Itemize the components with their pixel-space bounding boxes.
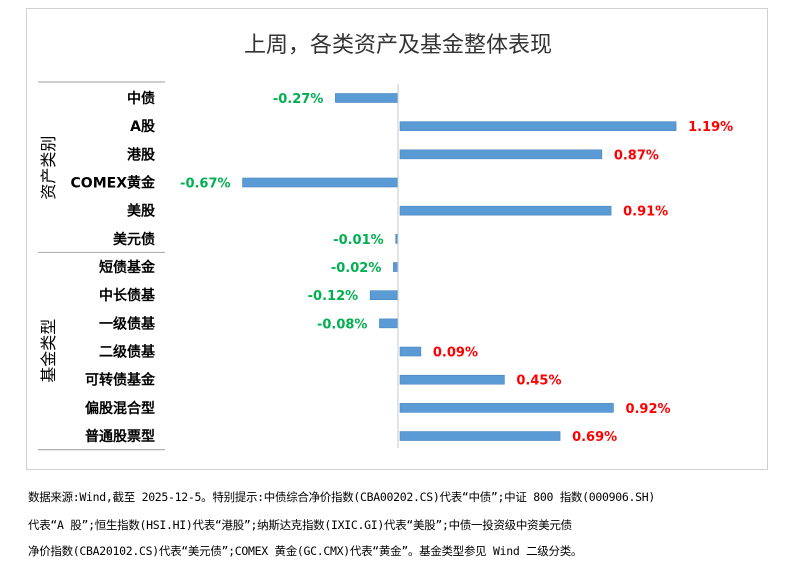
data-label: -0.01% bbox=[333, 233, 384, 248]
footer-line-3: 净价指数(CBA20102.CS)代表“美元债”;COMEX 黄金(GC.CMX… bbox=[28, 544, 583, 558]
category-label: 一级债基 bbox=[99, 315, 156, 332]
bar bbox=[399, 121, 677, 131]
category-label: 短债基金 bbox=[99, 259, 156, 276]
category-label: 偏股混合型 bbox=[85, 400, 155, 417]
bar bbox=[335, 93, 399, 103]
category-label: 港股 bbox=[127, 146, 156, 163]
data-label: -0.67% bbox=[180, 177, 231, 192]
bar bbox=[399, 431, 561, 441]
bar bbox=[399, 403, 614, 413]
footer-line-2: 代表“A 股”;恒生指数(HSI.HI)代表“港股”;纳斯达克指数(IXIC.G… bbox=[28, 518, 572, 532]
bar bbox=[399, 346, 422, 357]
footer-line-1: 数据来源:Wind,截至 2025-12-5。特别提示:中债综合净价指数(CBA… bbox=[28, 490, 655, 504]
data-label: 0.87% bbox=[614, 148, 659, 163]
data-label: 1.19% bbox=[688, 120, 733, 135]
category-label: 可转债基金 bbox=[85, 372, 156, 389]
category-label: 中长债基 bbox=[99, 287, 156, 304]
data-label: -0.02% bbox=[331, 261, 382, 276]
bar bbox=[399, 149, 603, 160]
data-label: 0.92% bbox=[625, 402, 670, 417]
chart-title: 上周，各类资产及基金整体表现 bbox=[244, 33, 552, 58]
data-label: 0.09% bbox=[433, 346, 478, 361]
category-label: 美股 bbox=[127, 203, 156, 220]
bar bbox=[393, 262, 399, 272]
data-label: 0.91% bbox=[623, 205, 668, 220]
chart-frame bbox=[26, 8, 768, 470]
bar bbox=[399, 374, 505, 385]
data-label: -0.27% bbox=[273, 92, 324, 107]
bar bbox=[399, 205, 612, 216]
group-label: 基金类型 bbox=[39, 319, 58, 383]
category-label: COMEX黄金 bbox=[71, 175, 156, 192]
bar bbox=[242, 177, 399, 188]
data-label: -0.12% bbox=[308, 289, 359, 304]
category-label: 普通股票型 bbox=[85, 428, 155, 445]
group-label: 资产类别 bbox=[39, 136, 58, 200]
category-label: 中债 bbox=[127, 90, 155, 107]
bar bbox=[369, 290, 399, 300]
category-label: A股 bbox=[130, 119, 156, 135]
data-label: 0.69% bbox=[572, 430, 617, 445]
category-label: 二级债基 bbox=[99, 344, 156, 361]
data-label: 0.45% bbox=[516, 374, 561, 389]
bar bbox=[379, 318, 399, 329]
category-label: 美元债 bbox=[113, 231, 155, 248]
data-label: -0.08% bbox=[317, 317, 368, 332]
